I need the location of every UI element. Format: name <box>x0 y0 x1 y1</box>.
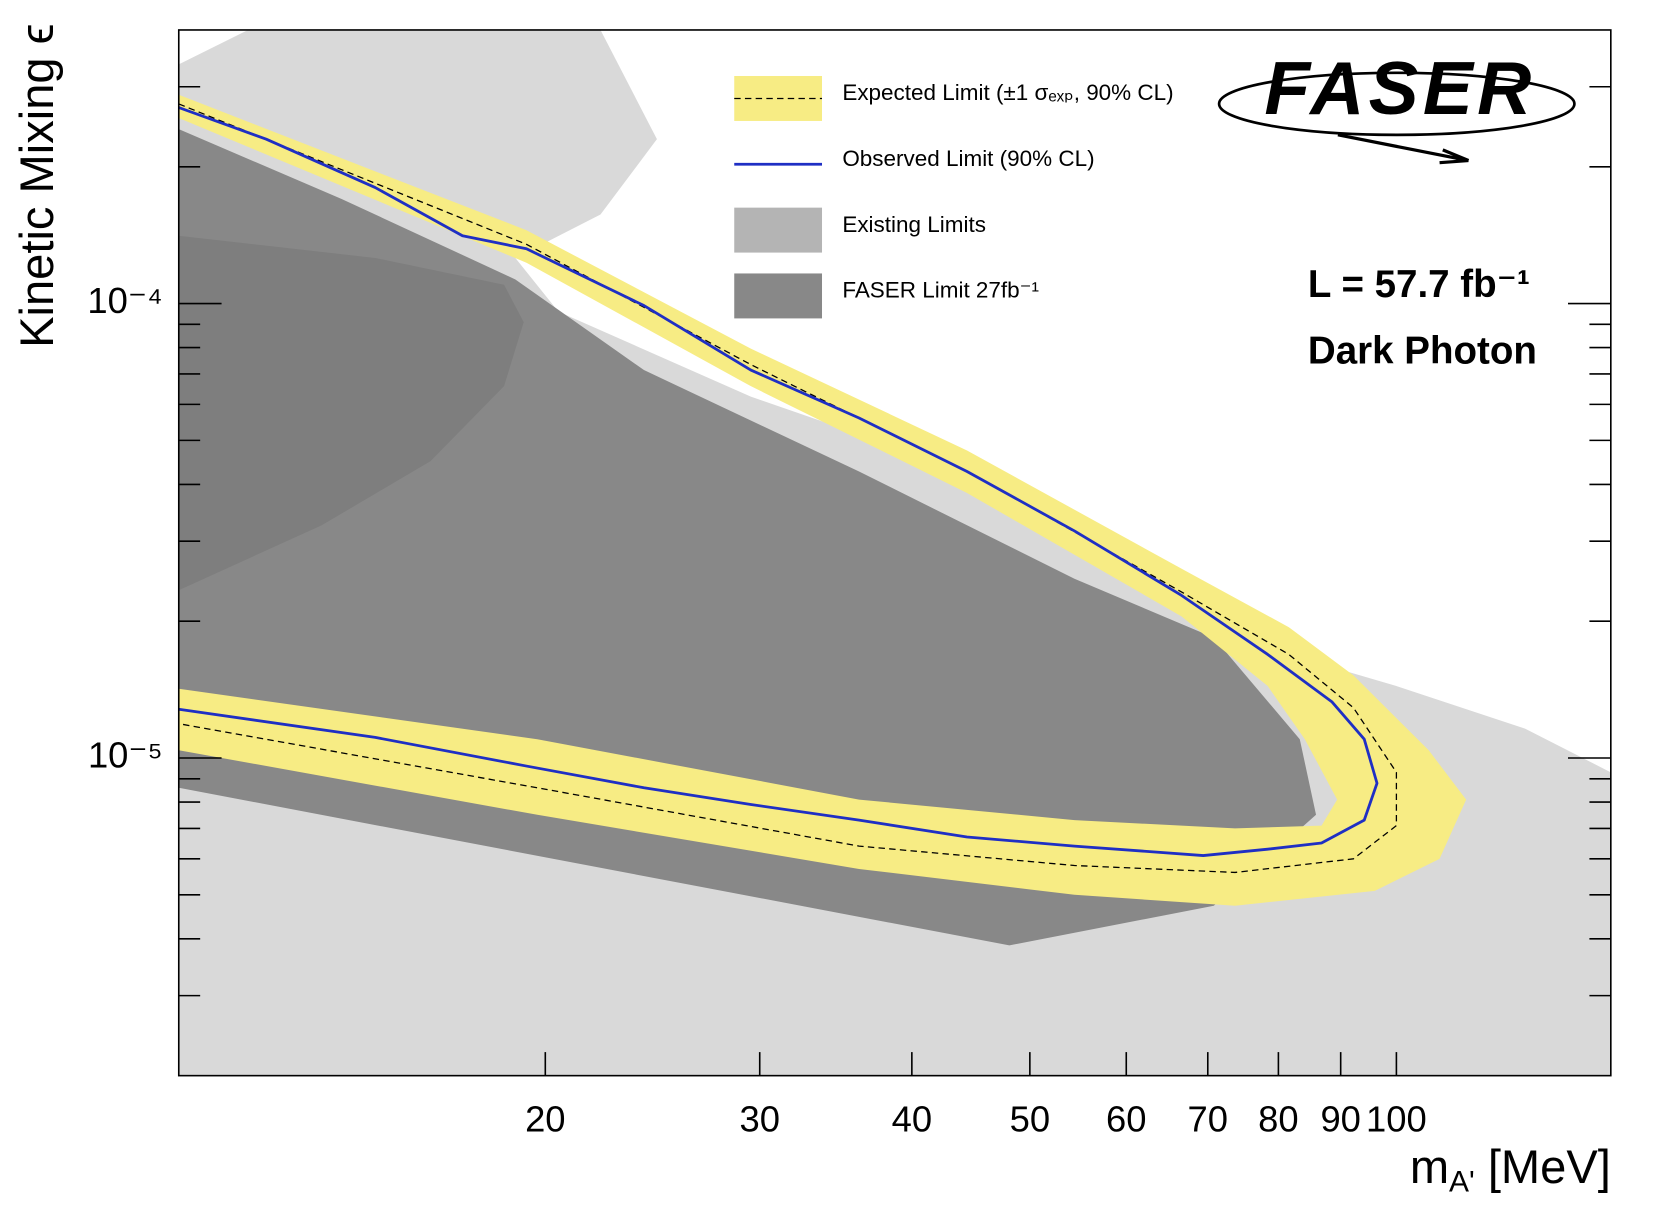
x-axis-label-sub: A' <box>1449 1166 1475 1199</box>
legend-swatch <box>734 207 823 253</box>
logo-text: FASER <box>1264 46 1535 130</box>
x-tick-label: 70 <box>1188 1098 1228 1139</box>
limit-line <box>178 106 1379 857</box>
axes: 20 30 40 50 60 70 80 90 100 10⁻⁴ 10⁻⁵ <box>87 85 1611 1139</box>
x-axis-label-unit: [MeV] <box>1475 1140 1611 1193</box>
logo-arrow <box>1337 133 1470 165</box>
plot-frame <box>177 29 1612 1077</box>
limit-line <box>178 103 1398 874</box>
x-tick-label: 60 <box>1106 1098 1146 1139</box>
x-axis-label-main: m <box>1410 1140 1449 1193</box>
y-axis-label: Kinetic Mixing ϵ <box>10 24 63 348</box>
x-axis-label: mA' [MeV] <box>1410 1140 1611 1198</box>
x-tick-label: 40 <box>892 1098 932 1139</box>
x-tick-label: 30 <box>739 1098 779 1139</box>
legend-label: Existing Limits <box>842 212 986 237</box>
annotation: Dark Photon <box>1308 329 1537 372</box>
logo: FASER <box>1217 46 1576 165</box>
legend-label: Observed Limit (90% CL) <box>842 146 1094 171</box>
plot-area <box>178 29 1611 1076</box>
y-tick-label: 10⁻⁵ <box>88 735 163 776</box>
legend-label: FASER Limit 27fb⁻¹ <box>842 278 1039 303</box>
x-tick-label: 100 <box>1366 1098 1427 1139</box>
x-tick-label: 50 <box>1010 1098 1050 1139</box>
legend: Expected Limit (±1 σₑₓₚ, 90% CL) Observed… <box>734 75 1174 319</box>
legend-swatch <box>734 273 823 319</box>
region <box>178 235 524 591</box>
region <box>178 94 1467 906</box>
legend-label: Expected Limit (±1 σₑₓₚ, 90% CL) <box>842 80 1173 105</box>
x-tick-label: 20 <box>525 1098 565 1139</box>
y-tick-label: 10⁻⁴ <box>87 280 162 321</box>
x-tick-label: 80 <box>1258 1098 1298 1139</box>
x-tick-label: 90 <box>1320 1098 1360 1139</box>
annotation: L = 57.7 fb⁻¹ <box>1308 263 1530 306</box>
logo-ellipse <box>1217 71 1576 137</box>
